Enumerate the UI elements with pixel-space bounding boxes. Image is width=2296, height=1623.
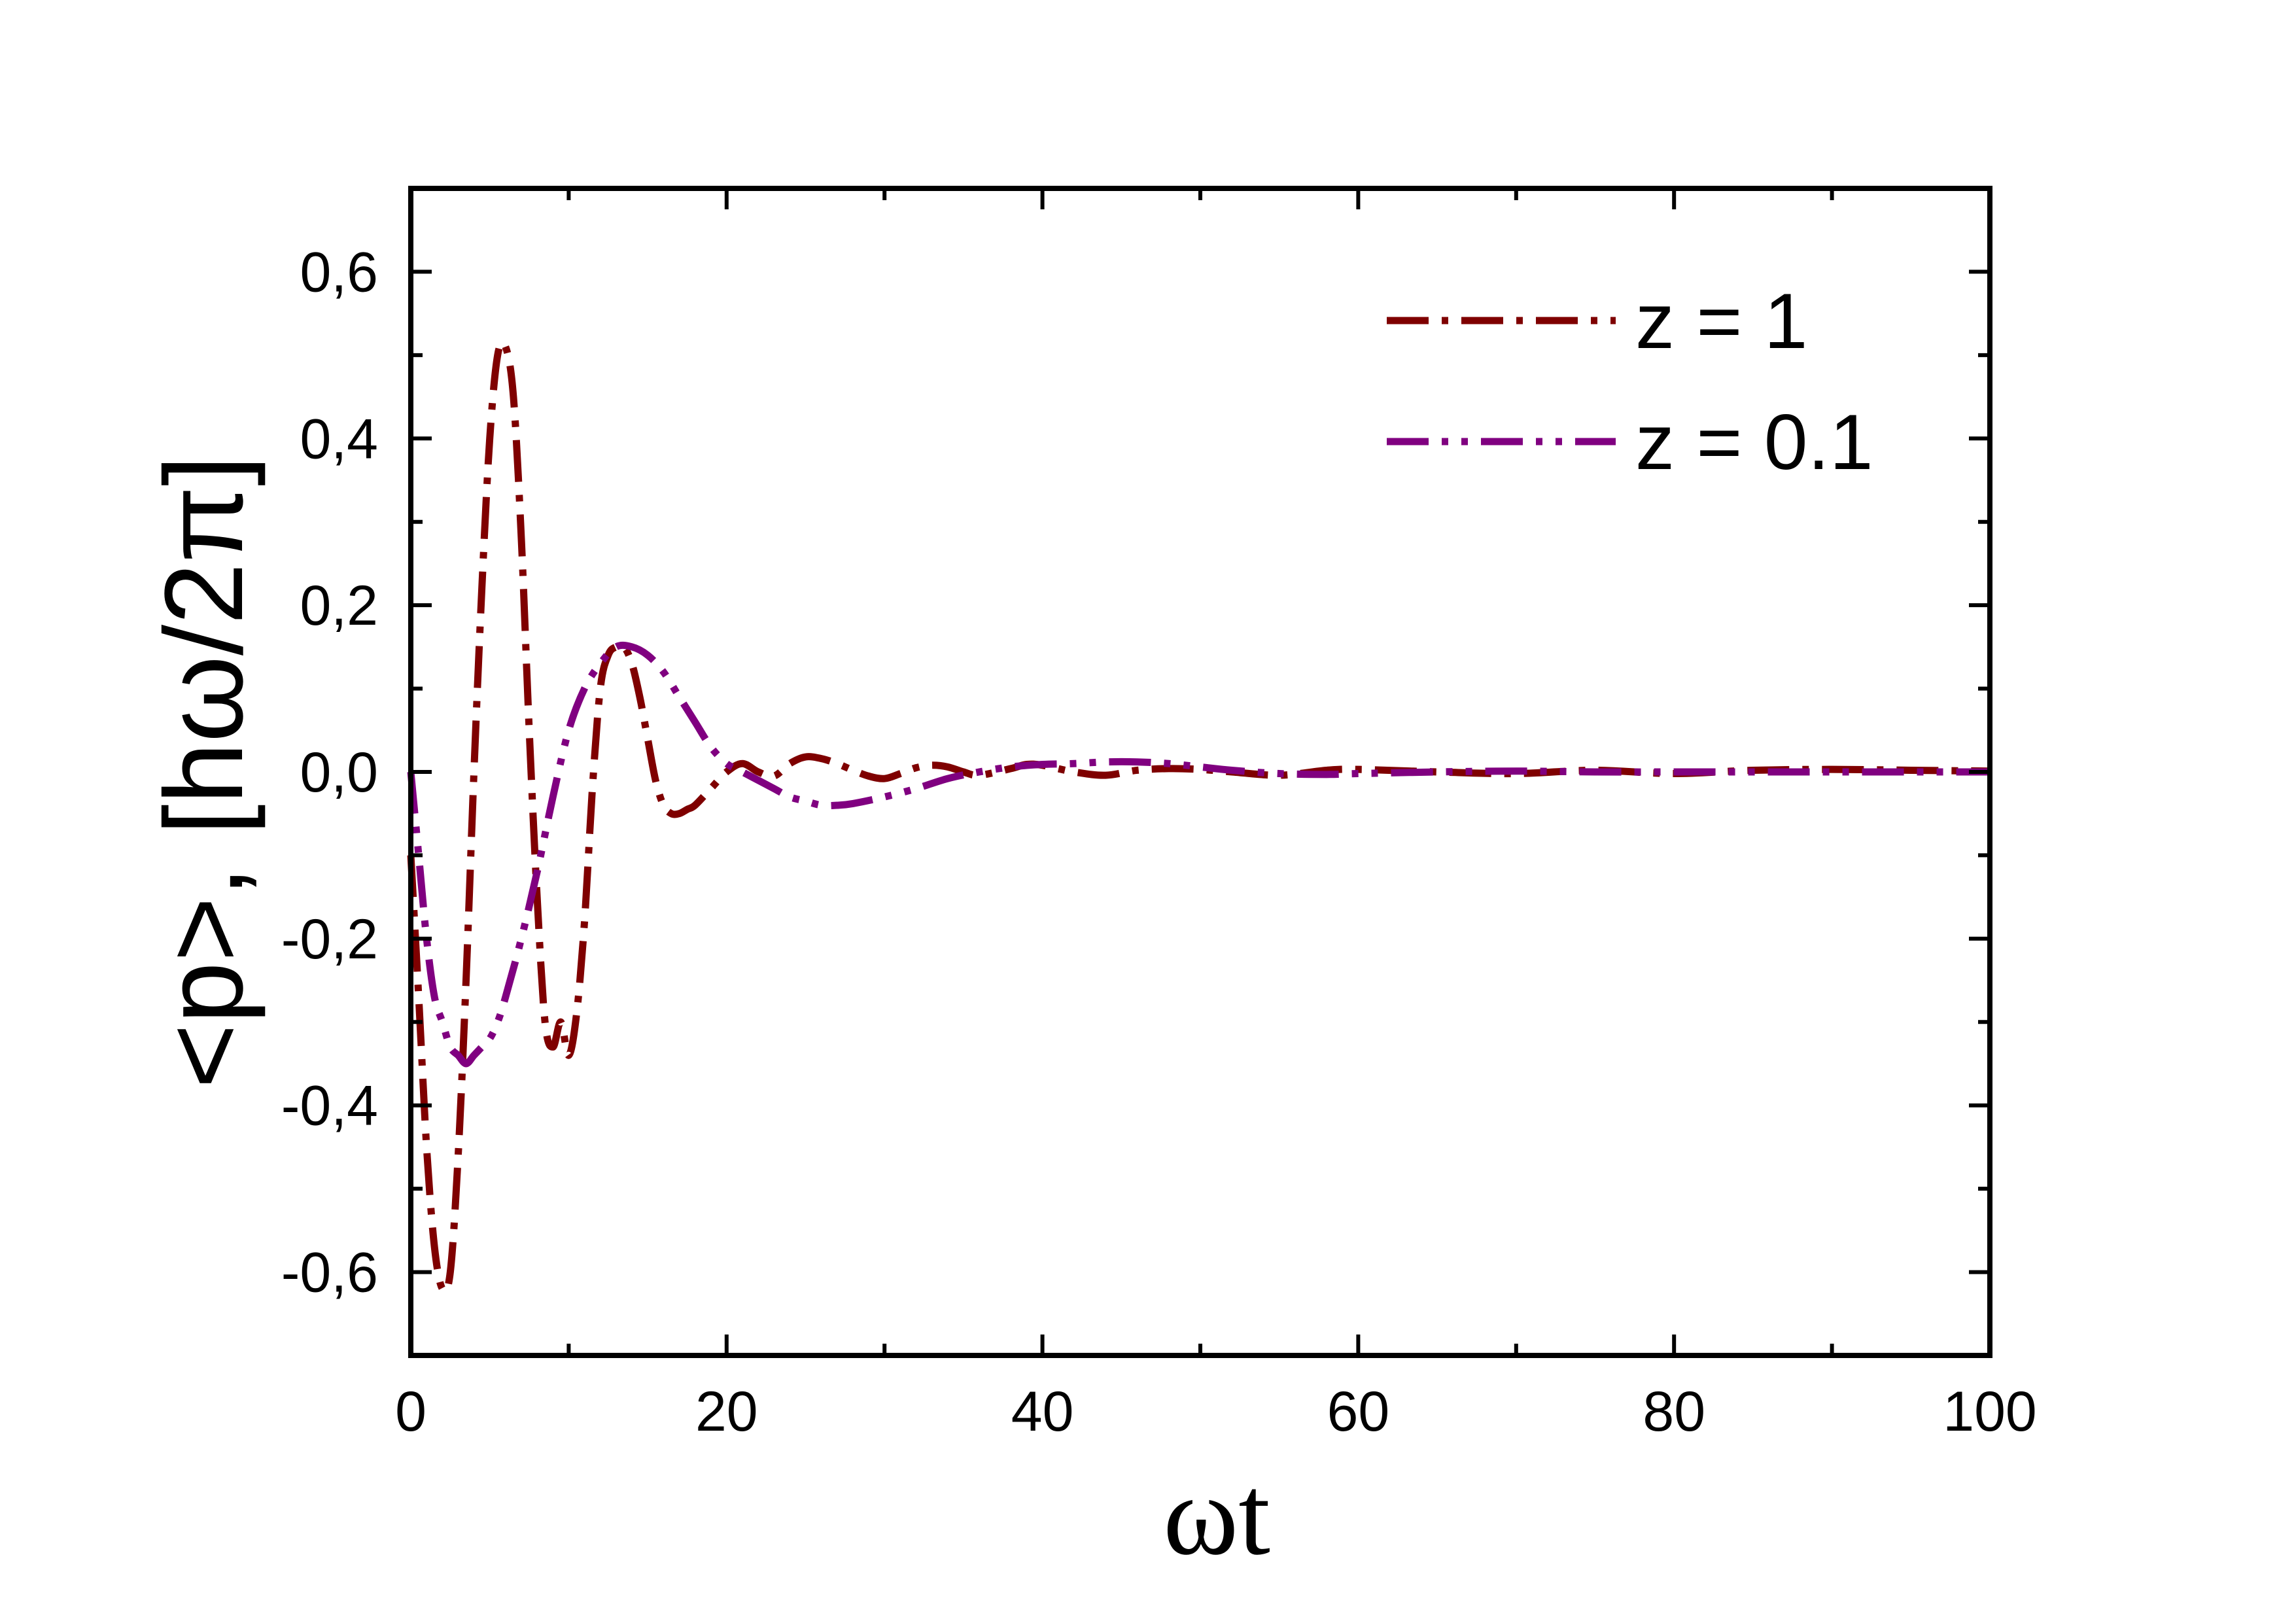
x-tick-label: 0	[395, 1380, 426, 1443]
series-layer	[407, 338, 1991, 1295]
x-tick-label: 20	[695, 1380, 758, 1443]
tick-labels-layer: 0 20 40 60 80 100 -0,6 -0,4 -0,2 0,0 0,2 0,4 0,6	[281, 241, 2037, 1443]
y-tick-label: 0,6	[300, 241, 378, 304]
y-axis-label: <p>, [hω/2π]	[142, 455, 266, 1089]
y-tick-label: -0,6	[281, 1242, 378, 1304]
y-tick-label: 0,2	[300, 574, 378, 637]
x-tick-label: 60	[1327, 1380, 1390, 1443]
series-line-0	[407, 338, 1991, 1295]
x-tick-label: 40	[1011, 1380, 1074, 1443]
series-line-1	[407, 641, 1990, 1068]
legend-label-z-0-1: z = 0.1	[1635, 398, 1873, 486]
y-tick-label: -0,4	[281, 1075, 378, 1138]
x-tick-label: 80	[1643, 1380, 1705, 1443]
plot-frame	[408, 186, 1992, 1358]
y-tick-label: 0,4	[300, 408, 378, 470]
x-axis-label: ωt	[1163, 1452, 1270, 1579]
x-tick-label: 100	[1943, 1380, 2037, 1443]
y-tick-label: 0,0	[300, 741, 378, 804]
y-tick-label: -0,2	[281, 908, 378, 971]
legend-label-z-1: z = 1	[1635, 277, 1808, 365]
legend: z = 1 z = 0.1	[1387, 277, 1873, 486]
